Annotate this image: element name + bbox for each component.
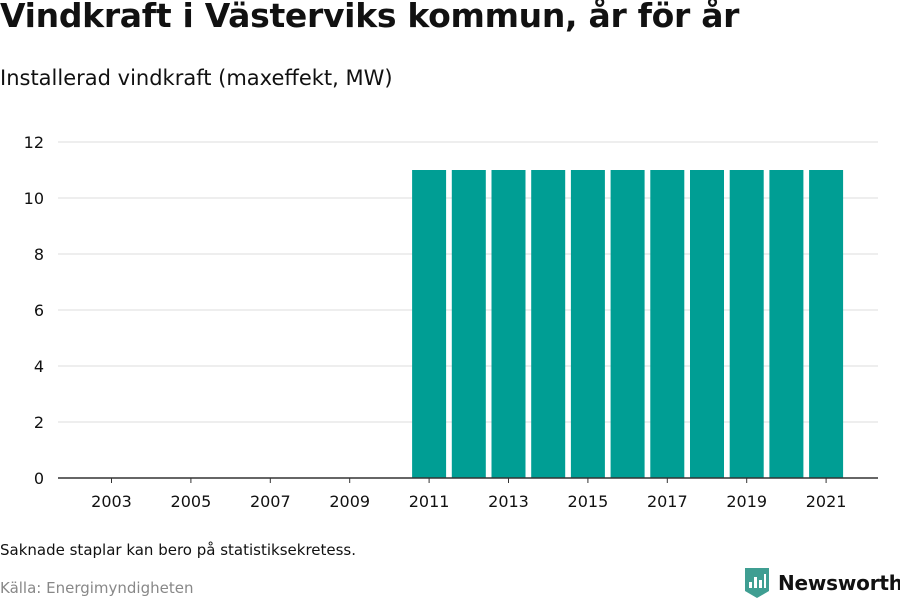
bar xyxy=(451,170,486,478)
bar xyxy=(729,170,764,478)
bar xyxy=(650,170,685,478)
x-tick-label: 2013 xyxy=(488,492,529,511)
bar xyxy=(491,170,526,478)
source-label: Källa: Energimyndigheten xyxy=(0,579,194,597)
x-tick-label: 2017 xyxy=(647,492,688,511)
x-tick-label: 2019 xyxy=(726,492,767,511)
y-tick-label: 4 xyxy=(34,357,44,376)
y-tick-label: 0 xyxy=(34,469,44,488)
bar xyxy=(769,170,804,478)
y-tick-label: 10 xyxy=(24,189,44,208)
logo-text: Newsworthy xyxy=(778,571,900,595)
x-tick-label: 2021 xyxy=(806,492,847,511)
x-tick-label: 2003 xyxy=(91,492,132,511)
y-tick-label: 6 xyxy=(34,301,44,320)
x-tick-label: 2011 xyxy=(409,492,450,511)
bar xyxy=(690,170,724,478)
bar-chart-badge-icon xyxy=(745,568,769,598)
bar xyxy=(570,170,605,478)
bar xyxy=(610,170,645,478)
bar xyxy=(412,170,447,478)
y-tick-label: 2 xyxy=(34,413,44,432)
y-tick-label: 8 xyxy=(34,245,44,264)
footnote: Saknade staplar kan bero på statistiksek… xyxy=(0,541,357,559)
bar xyxy=(531,170,566,478)
x-tick-label: 2007 xyxy=(250,492,291,511)
y-tick-label: 12 xyxy=(24,133,44,152)
chart-title: Vindkraft i Västerviks kommun, år för år xyxy=(0,0,740,35)
newsworthy-logo: Newsworthy xyxy=(744,567,900,599)
x-tick-label: 2015 xyxy=(568,492,609,511)
x-tick-label: 2009 xyxy=(329,492,370,511)
bar xyxy=(809,170,844,478)
chart-subtitle: Installerad vindkraft (maxeffekt, MW) xyxy=(0,66,393,90)
x-tick-label: 2005 xyxy=(171,492,212,511)
